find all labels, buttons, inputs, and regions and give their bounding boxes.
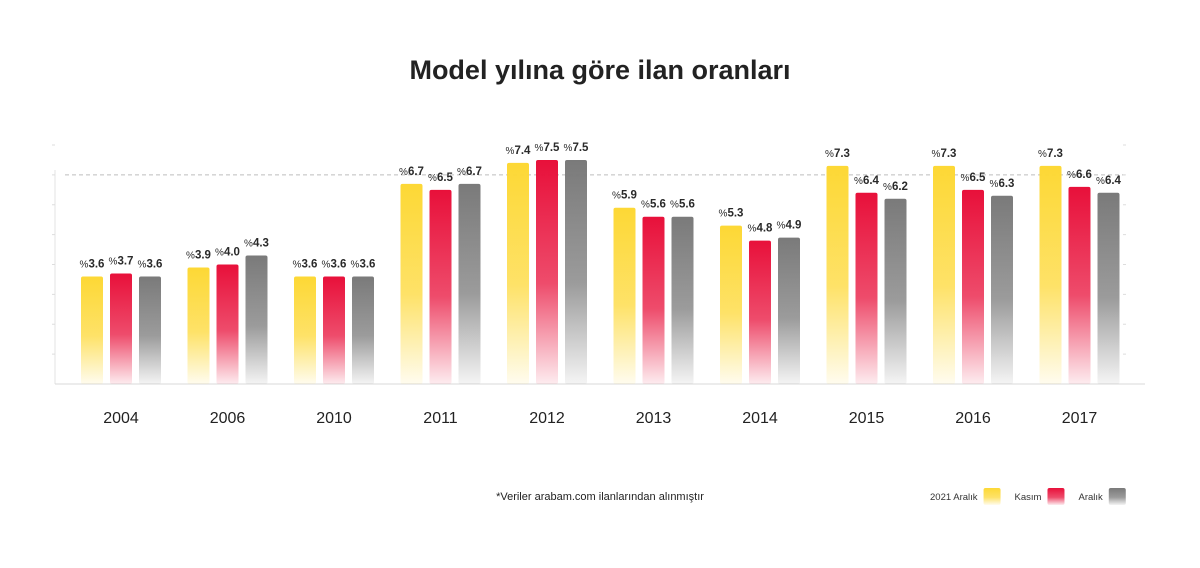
footnote: *Veriler arabam.com ilanlarından alınmış… bbox=[496, 491, 704, 503]
legend-swatch-2 bbox=[1108, 488, 1126, 505]
value-label-2017-1: %6.6 bbox=[1067, 169, 1092, 181]
value-label-2010-1: %3.6 bbox=[322, 258, 347, 270]
value-label-2014-0: %5.3 bbox=[719, 208, 744, 220]
value-label-2013-2: %5.6 bbox=[670, 199, 695, 211]
value-label-2016-1: %6.5 bbox=[961, 172, 986, 184]
value-label-2011-2: %6.7 bbox=[457, 166, 482, 178]
category-label-2014: 2014 bbox=[742, 410, 778, 427]
value-label-2016-0: %7.3 bbox=[932, 148, 957, 160]
value-label-2010-0: %3.6 bbox=[293, 258, 318, 270]
value-label-2006-1: %4.0 bbox=[215, 247, 240, 259]
bar-2004-2 bbox=[139, 276, 161, 384]
legend-label-0: 2021 Aralık bbox=[930, 492, 978, 503]
category-label-2013: 2013 bbox=[636, 410, 672, 427]
bar-2004-0 bbox=[81, 276, 103, 384]
category-label-2012: 2012 bbox=[529, 410, 565, 427]
bar-2014-0 bbox=[720, 225, 742, 384]
value-label-2010-2: %3.6 bbox=[351, 258, 376, 270]
value-label-2015-1: %6.4 bbox=[854, 175, 879, 187]
value-label-2012-1: %7.5 bbox=[535, 142, 560, 154]
legend-swatch-0 bbox=[983, 488, 1001, 505]
legend-swatch-1 bbox=[1047, 488, 1065, 505]
bar-2017-0 bbox=[1039, 165, 1062, 384]
value-label-2014-2: %4.9 bbox=[777, 220, 802, 232]
category-label-2015: 2015 bbox=[849, 410, 885, 427]
bar-2016-1 bbox=[962, 189, 984, 384]
value-label-2016-2: %6.3 bbox=[990, 178, 1015, 190]
legend-label-2: Aralık bbox=[1078, 492, 1103, 503]
bar-2015-1 bbox=[855, 192, 878, 384]
value-label-2015-2: %6.2 bbox=[883, 181, 908, 193]
bar-2012-2 bbox=[565, 159, 587, 384]
bar-2016-2 bbox=[991, 195, 1013, 384]
category-label-2011: 2011 bbox=[423, 410, 458, 427]
category-label-2017: 2017 bbox=[1062, 410, 1098, 427]
bar-2010-2 bbox=[352, 276, 374, 384]
bar-2012-1 bbox=[536, 159, 558, 384]
category-label-2010: 2010 bbox=[316, 410, 352, 427]
bar-2017-1 bbox=[1068, 186, 1091, 384]
bar-2006-1 bbox=[216, 264, 239, 384]
value-label-2015-0: %7.3 bbox=[825, 148, 850, 160]
bar-2013-2 bbox=[671, 216, 694, 384]
value-label-2012-2: %7.5 bbox=[564, 142, 589, 154]
bar-2014-2 bbox=[778, 237, 800, 384]
bar-2010-1 bbox=[323, 276, 345, 384]
chart-title: Model yılına göre ilan oranları bbox=[409, 55, 790, 85]
value-label-2013-1: %5.6 bbox=[641, 199, 666, 211]
bar-2011-1 bbox=[429, 189, 452, 384]
bar-2010-0 bbox=[294, 276, 316, 384]
legend: 2021 Aralık Kasım Aralık bbox=[930, 488, 1126, 505]
value-label-2011-0: %6.7 bbox=[399, 166, 424, 178]
category-label-2004: 2004 bbox=[103, 410, 139, 427]
value-label-2004-0: %3.6 bbox=[80, 258, 105, 270]
value-label-2017-2: %6.4 bbox=[1096, 175, 1121, 187]
bar-2016-0 bbox=[933, 165, 955, 384]
value-label-2014-1: %4.8 bbox=[748, 223, 773, 235]
bar-2011-0 bbox=[400, 183, 423, 384]
value-label-2013-0: %5.9 bbox=[612, 190, 637, 202]
legend-label-1: Kasım bbox=[1015, 492, 1042, 503]
bar-2004-1 bbox=[110, 273, 132, 384]
value-label-2006-2: %4.3 bbox=[244, 238, 269, 250]
bar-2012-0 bbox=[507, 162, 529, 384]
bar-2011-2 bbox=[458, 183, 481, 384]
bar-2013-0 bbox=[613, 207, 636, 384]
category-label-2006: 2006 bbox=[210, 410, 246, 427]
bar-2015-0 bbox=[826, 165, 849, 384]
bar-2006-2 bbox=[245, 255, 268, 384]
value-label-2004-2: %3.6 bbox=[138, 258, 163, 270]
value-label-2004-1: %3.7 bbox=[109, 255, 134, 267]
value-label-2011-1: %6.5 bbox=[428, 172, 453, 184]
bar-2017-2 bbox=[1097, 192, 1120, 384]
category-label-2016: 2016 bbox=[955, 410, 991, 427]
value-label-2012-0: %7.4 bbox=[506, 145, 531, 157]
value-label-2006-0: %3.9 bbox=[186, 249, 211, 261]
bar-2013-1 bbox=[642, 216, 665, 384]
bar-2014-1 bbox=[749, 240, 771, 384]
value-label-2017-0: %7.3 bbox=[1038, 148, 1063, 160]
bar-2015-2 bbox=[884, 198, 907, 384]
bar-2006-0 bbox=[187, 267, 210, 384]
